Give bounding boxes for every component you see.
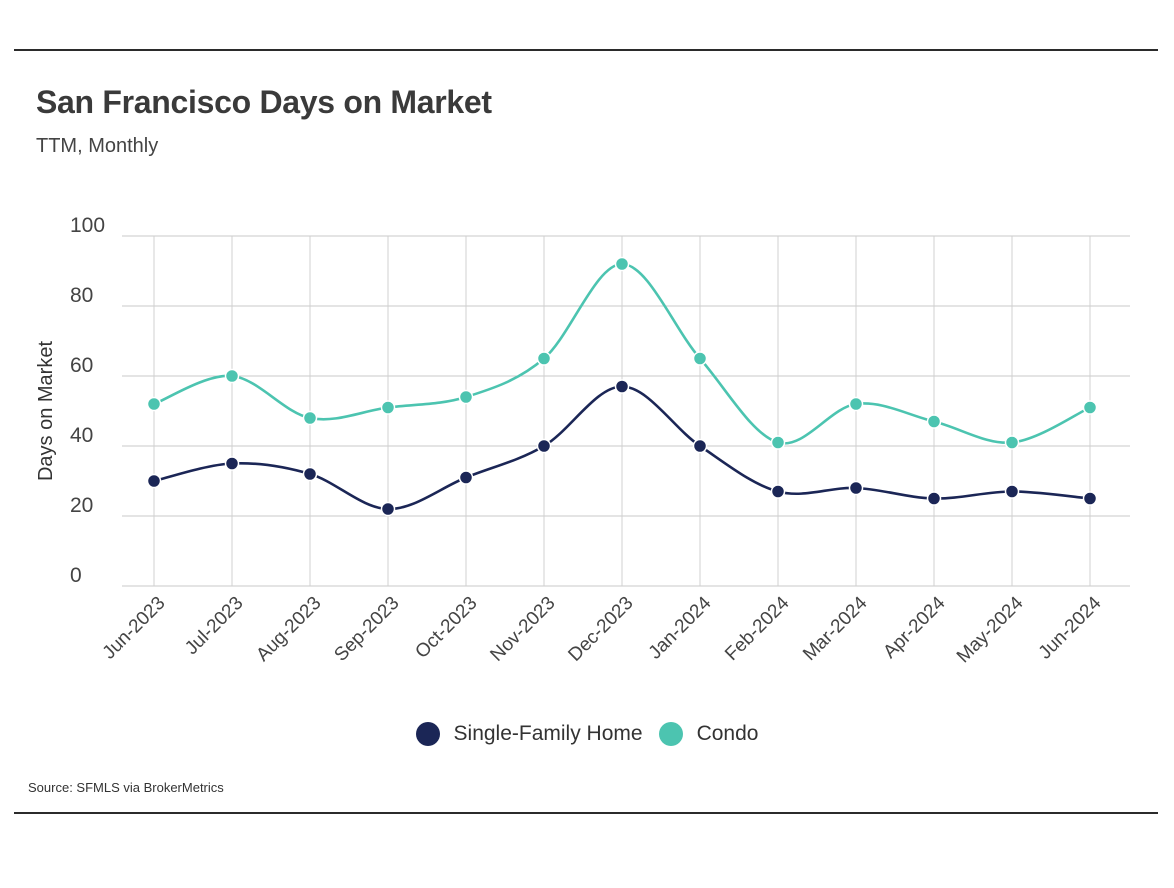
data-point-condo (224, 368, 240, 384)
x-tick-label: Mar-2024 (799, 592, 872, 665)
x-tick-label: Nov-2023 (486, 593, 559, 666)
y-axis-label: Days on Market (35, 341, 57, 481)
chart-subtitle: TTM, Monthly (36, 135, 159, 157)
data-point-single-family (302, 466, 318, 482)
source-note: Source: SFMLS via BrokerMetrics (28, 780, 224, 795)
x-tick-label: Aug-2023 (252, 593, 325, 666)
bottom-rule (14, 812, 1158, 814)
data-point-single-family (926, 491, 942, 506)
data-point-condo (1082, 400, 1098, 415)
data-point-single-family (146, 473, 162, 489)
x-tick-label: Jul-2023 (181, 593, 247, 659)
data-point-condo (146, 396, 162, 412)
data-point-condo (1004, 435, 1020, 450)
data-point-condo (848, 396, 864, 412)
x-tick-label: Feb-2024 (721, 592, 794, 665)
chart-title: San Francisco Days on Market (36, 84, 492, 120)
x-tick-label: Apr-2024 (879, 592, 949, 662)
legend: Single-Family Home Condo (0, 722, 1174, 746)
legend-item-single-family[interactable]: Single-Family Home (415, 722, 643, 746)
y-tick-label: 60 (70, 354, 93, 377)
legend-item-condo[interactable]: Condo (658, 722, 759, 746)
data-point-single-family (536, 438, 552, 454)
y-tick-label: 80 (70, 284, 93, 307)
x-tick-label: Jan-2024 (645, 592, 716, 663)
data-point-single-family (848, 480, 864, 496)
data-point-single-family (458, 470, 474, 485)
data-point-condo (380, 400, 396, 415)
x-tick-label: Oct-2023 (411, 593, 481, 663)
y-tick-label: 100 (70, 214, 105, 237)
y-tick-label: 20 (70, 494, 93, 517)
data-point-single-family (692, 438, 708, 454)
data-point-single-family (770, 484, 786, 499)
x-tick-label: Sep-2023 (330, 593, 403, 666)
legend-dot-single-family (415, 722, 440, 746)
x-tick-label: Dec-2023 (564, 593, 637, 666)
x-tick-label: May-2024 (953, 592, 1028, 667)
data-point-condo (302, 410, 318, 426)
y-tick-label: 40 (70, 424, 93, 447)
top-rule (14, 49, 1158, 51)
data-point-condo (770, 435, 786, 450)
legend-dot-condo (658, 722, 683, 746)
data-point-single-family (224, 456, 240, 471)
data-point-condo (692, 351, 708, 366)
data-point-single-family (380, 501, 396, 517)
x-tick-label: Jun-2024 (1035, 592, 1106, 663)
data-point-condo (458, 389, 474, 405)
data-point-single-family (1004, 484, 1020, 499)
data-point-condo (536, 351, 552, 366)
legend-label-single-family: Single-Family Home (453, 722, 643, 745)
data-point-condo (614, 256, 630, 272)
data-point-condo (926, 414, 942, 429)
y-tick-label: 0 (70, 564, 82, 587)
x-tick-label: Jun-2023 (99, 593, 170, 664)
data-point-single-family (1082, 491, 1098, 506)
data-point-single-family (614, 379, 630, 394)
legend-label-condo: Condo (696, 722, 759, 745)
